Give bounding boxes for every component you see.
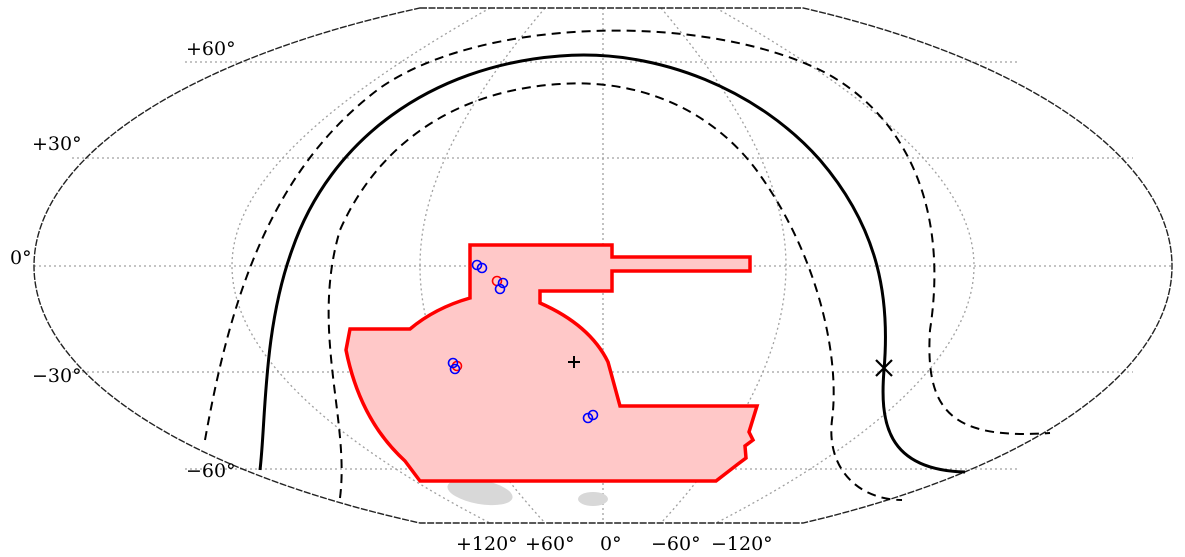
grey-patch-large	[447, 478, 513, 506]
ra-label-minus60: −60°	[651, 533, 701, 555]
curves	[204, 29, 1051, 501]
dec-label-minus60: −60°	[186, 460, 236, 482]
x-marker	[875, 359, 893, 377]
dashed-curve-inner	[327, 82, 903, 501]
blue-circle-marker	[449, 363, 461, 375]
ra-gridline-plus60	[419, 7, 546, 524]
map-boundary	[33, 7, 1173, 524]
survey-footprint	[344, 243, 760, 483]
grey-patch-small	[578, 492, 608, 506]
dec-label-0: 0°	[10, 247, 32, 269]
ra-labels: +120° +60° 0° −60° −120°	[456, 533, 773, 555]
source-markers	[447, 259, 599, 424]
solid-curve	[258, 53, 966, 474]
blue-circle-marker	[494, 283, 506, 295]
dec-labels: +60° +30° 0° −30° −60°	[10, 38, 236, 482]
ra-label-0: 0°	[600, 533, 622, 555]
ra-label-plus60: +60°	[525, 533, 575, 555]
ra-label-minus120: −120°	[711, 533, 773, 555]
blue-circle-marker	[476, 262, 488, 274]
dec-label-plus60: +60°	[186, 38, 236, 60]
ra-label-plus120: +120°	[456, 533, 518, 555]
center-plus-marker	[568, 356, 580, 368]
dec-label-minus30: −30°	[32, 365, 82, 387]
blue-circle-marker	[587, 409, 599, 421]
blue-circle-marker	[447, 357, 459, 369]
ra-gridline-minus60	[660, 7, 787, 524]
dashed-curve-outer	[204, 29, 1051, 441]
dec-label-plus30: +30°	[32, 133, 82, 155]
blue-circle-marker	[497, 277, 509, 289]
